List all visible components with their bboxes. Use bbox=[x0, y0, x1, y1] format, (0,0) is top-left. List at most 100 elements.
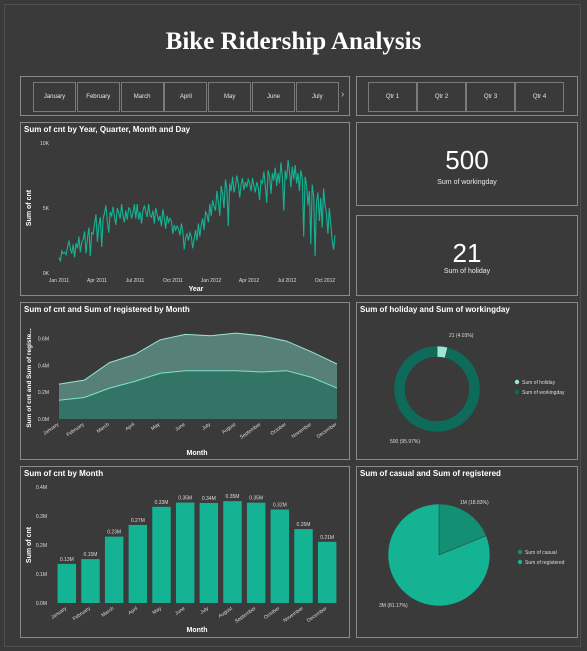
y-tick-label: 0.0M bbox=[38, 417, 49, 423]
legend-label: Sum of holiday bbox=[522, 380, 556, 386]
bar-value-label: 0.25M bbox=[297, 522, 311, 528]
bar-value-label: 0.33M bbox=[155, 500, 169, 506]
pie-chart-title: Sum of casual and Sum of registered bbox=[360, 469, 501, 478]
x-tick-label: May bbox=[151, 605, 163, 616]
y-tick-label: 10K bbox=[40, 141, 50, 147]
legend-label: Sum of workingday bbox=[522, 390, 565, 396]
cnt-registered-panel: Sum of cnt and Sum of registered by Mont… bbox=[20, 302, 350, 460]
x-tick-label: November bbox=[282, 606, 305, 624]
y-tick-label: 0.2M bbox=[38, 390, 49, 396]
x-tick-label: November bbox=[291, 422, 314, 440]
x-tick-label: July bbox=[199, 605, 210, 615]
x-axis-label: Month bbox=[187, 450, 208, 457]
daily-series-line bbox=[58, 159, 336, 262]
y-tick-label: 0.1M bbox=[36, 572, 47, 578]
x-tick-label: September bbox=[239, 422, 263, 441]
slice-sum-of-casual bbox=[438, 503, 487, 556]
bar-june bbox=[175, 502, 195, 603]
bar-october bbox=[270, 509, 290, 603]
bar-may bbox=[152, 506, 171, 603]
slice-label: 500 (95.97%) bbox=[390, 439, 420, 445]
bar-december bbox=[317, 541, 337, 603]
daily-line-chart: 0K 5K 10K Jan 2011 Apr 2011 Jul 2011 Oct 2011 J… bbox=[26, 141, 336, 293]
x-tick-label: October bbox=[270, 422, 288, 437]
x-tick-label: Jul 2012 bbox=[278, 278, 297, 284]
x-tick-label: Jan 2011 bbox=[49, 278, 69, 284]
x-tick-label: Apr 2012 bbox=[239, 278, 260, 284]
daily-line-panel: Sum of cnt by Year, Quarter, Month and D… bbox=[20, 122, 350, 296]
x-tick-label: Oct 2011 bbox=[163, 278, 183, 284]
x-tick-label: June bbox=[174, 422, 187, 433]
x-tick-label: Oct 2012 bbox=[315, 278, 336, 284]
bar-value-label: 0.15M bbox=[84, 552, 98, 558]
holiday-card: 21 Sum of holiday bbox=[356, 215, 578, 296]
month-button-february[interactable]: February bbox=[76, 82, 120, 112]
area-registered-line bbox=[58, 370, 338, 401]
y-axis-label: Sum of cnt bbox=[26, 526, 33, 563]
y-tick-label: 0.0M bbox=[36, 601, 47, 607]
bar-chart-title: Sum of cnt by Month bbox=[24, 469, 104, 478]
bar-march bbox=[104, 536, 124, 603]
bar-value-label: 0.13M bbox=[60, 557, 74, 563]
bar-february bbox=[81, 559, 100, 603]
y-tick-label: 0.4M bbox=[38, 363, 49, 369]
month-button-may[interactable]: May bbox=[208, 82, 252, 112]
casual-registered-panel: Sum of casual and Sum of registered 1M (… bbox=[356, 466, 578, 638]
quarter-button-qtr-4[interactable]: Qtr 4 bbox=[515, 82, 564, 112]
x-tick-label: January bbox=[50, 605, 68, 620]
y-tick-label: 0.6M bbox=[38, 336, 49, 342]
chevron-right-icon[interactable]: › bbox=[341, 89, 345, 100]
slice-label: 21 (4.03%) bbox=[449, 333, 474, 339]
cnt-month-bar-chart: 0.0M 0.1M 0.2M 0.3M 0.4M 0.13M January 0.15M Feb… bbox=[26, 485, 337, 634]
x-tick-label: February bbox=[66, 421, 86, 438]
quarter-button-qtr-3[interactable]: Qtr 3 bbox=[466, 82, 515, 112]
slice-sum-of-registered bbox=[387, 503, 491, 607]
bar-value-label: 0.23M bbox=[107, 530, 121, 536]
x-tick-label: April bbox=[124, 422, 136, 433]
x-tick-label: March bbox=[96, 422, 111, 435]
dashboard-frame bbox=[4, 4, 581, 647]
legend-label: Sum of casual bbox=[525, 550, 557, 556]
x-axis-label: Year bbox=[189, 286, 204, 293]
x-tick-label: July bbox=[201, 421, 212, 431]
month-button-june[interactable]: June bbox=[252, 82, 295, 112]
bar-august bbox=[223, 501, 242, 603]
month-button-march[interactable]: March bbox=[120, 82, 164, 112]
bar-september bbox=[246, 502, 266, 603]
x-axis-label: Month bbox=[187, 627, 208, 634]
y-tick-label: 0.2M bbox=[36, 543, 47, 549]
slice-sum-of-workingday bbox=[393, 345, 481, 433]
x-tick-label: June bbox=[174, 606, 187, 617]
y-tick-label: 5K bbox=[43, 206, 50, 212]
bar-july bbox=[199, 502, 219, 603]
month-button-july[interactable]: July bbox=[295, 82, 339, 112]
bar-value-label: 0.21M bbox=[320, 535, 334, 541]
legend-label: Sum of registered bbox=[525, 560, 565, 566]
holiday-label: Sum of holiday bbox=[443, 268, 491, 275]
x-tick-label: August bbox=[217, 605, 234, 619]
month-slicer: January February March April May June July › bbox=[20, 76, 350, 116]
month-button-january[interactable]: January bbox=[33, 82, 76, 112]
x-tick-label: January bbox=[42, 421, 60, 436]
bar-value-label: 0.27M bbox=[131, 518, 145, 524]
quarter-button-qtr-2[interactable]: Qtr 2 bbox=[417, 82, 466, 112]
holiday-value: 21 bbox=[452, 238, 482, 268]
quarter-button-qtr-1[interactable]: Qtr 1 bbox=[368, 82, 417, 112]
workingday-value: 500 bbox=[445, 145, 489, 175]
x-tick-label: September bbox=[234, 606, 258, 625]
x-tick-label: December bbox=[316, 422, 339, 440]
x-tick-label: February bbox=[72, 605, 92, 622]
bar-value-label: 0.35M bbox=[178, 496, 192, 502]
y-tick-label: 0.4M bbox=[36, 485, 47, 491]
bar-april bbox=[128, 524, 148, 603]
dashboard-title: Bike Ridership Analysis bbox=[165, 28, 422, 55]
area-registered bbox=[59, 370, 337, 419]
y-axis-label: Sum of cnt bbox=[26, 189, 33, 226]
legend-swatch bbox=[517, 549, 523, 555]
month-button-april[interactable]: April bbox=[164, 82, 208, 112]
slice-label: 1M (18.83%) bbox=[460, 500, 489, 506]
casual-registered-pie: 1M (18.83%) 3M (81.17%) Sum of casual Sum o… bbox=[379, 500, 565, 609]
holiday-workingday-donut: 21 (4.03%) 500 (95.97%) Sum of holiday Sum … bbox=[390, 333, 565, 445]
bar-january bbox=[57, 563, 77, 603]
x-tick-label: Jan 2012 bbox=[201, 278, 222, 284]
